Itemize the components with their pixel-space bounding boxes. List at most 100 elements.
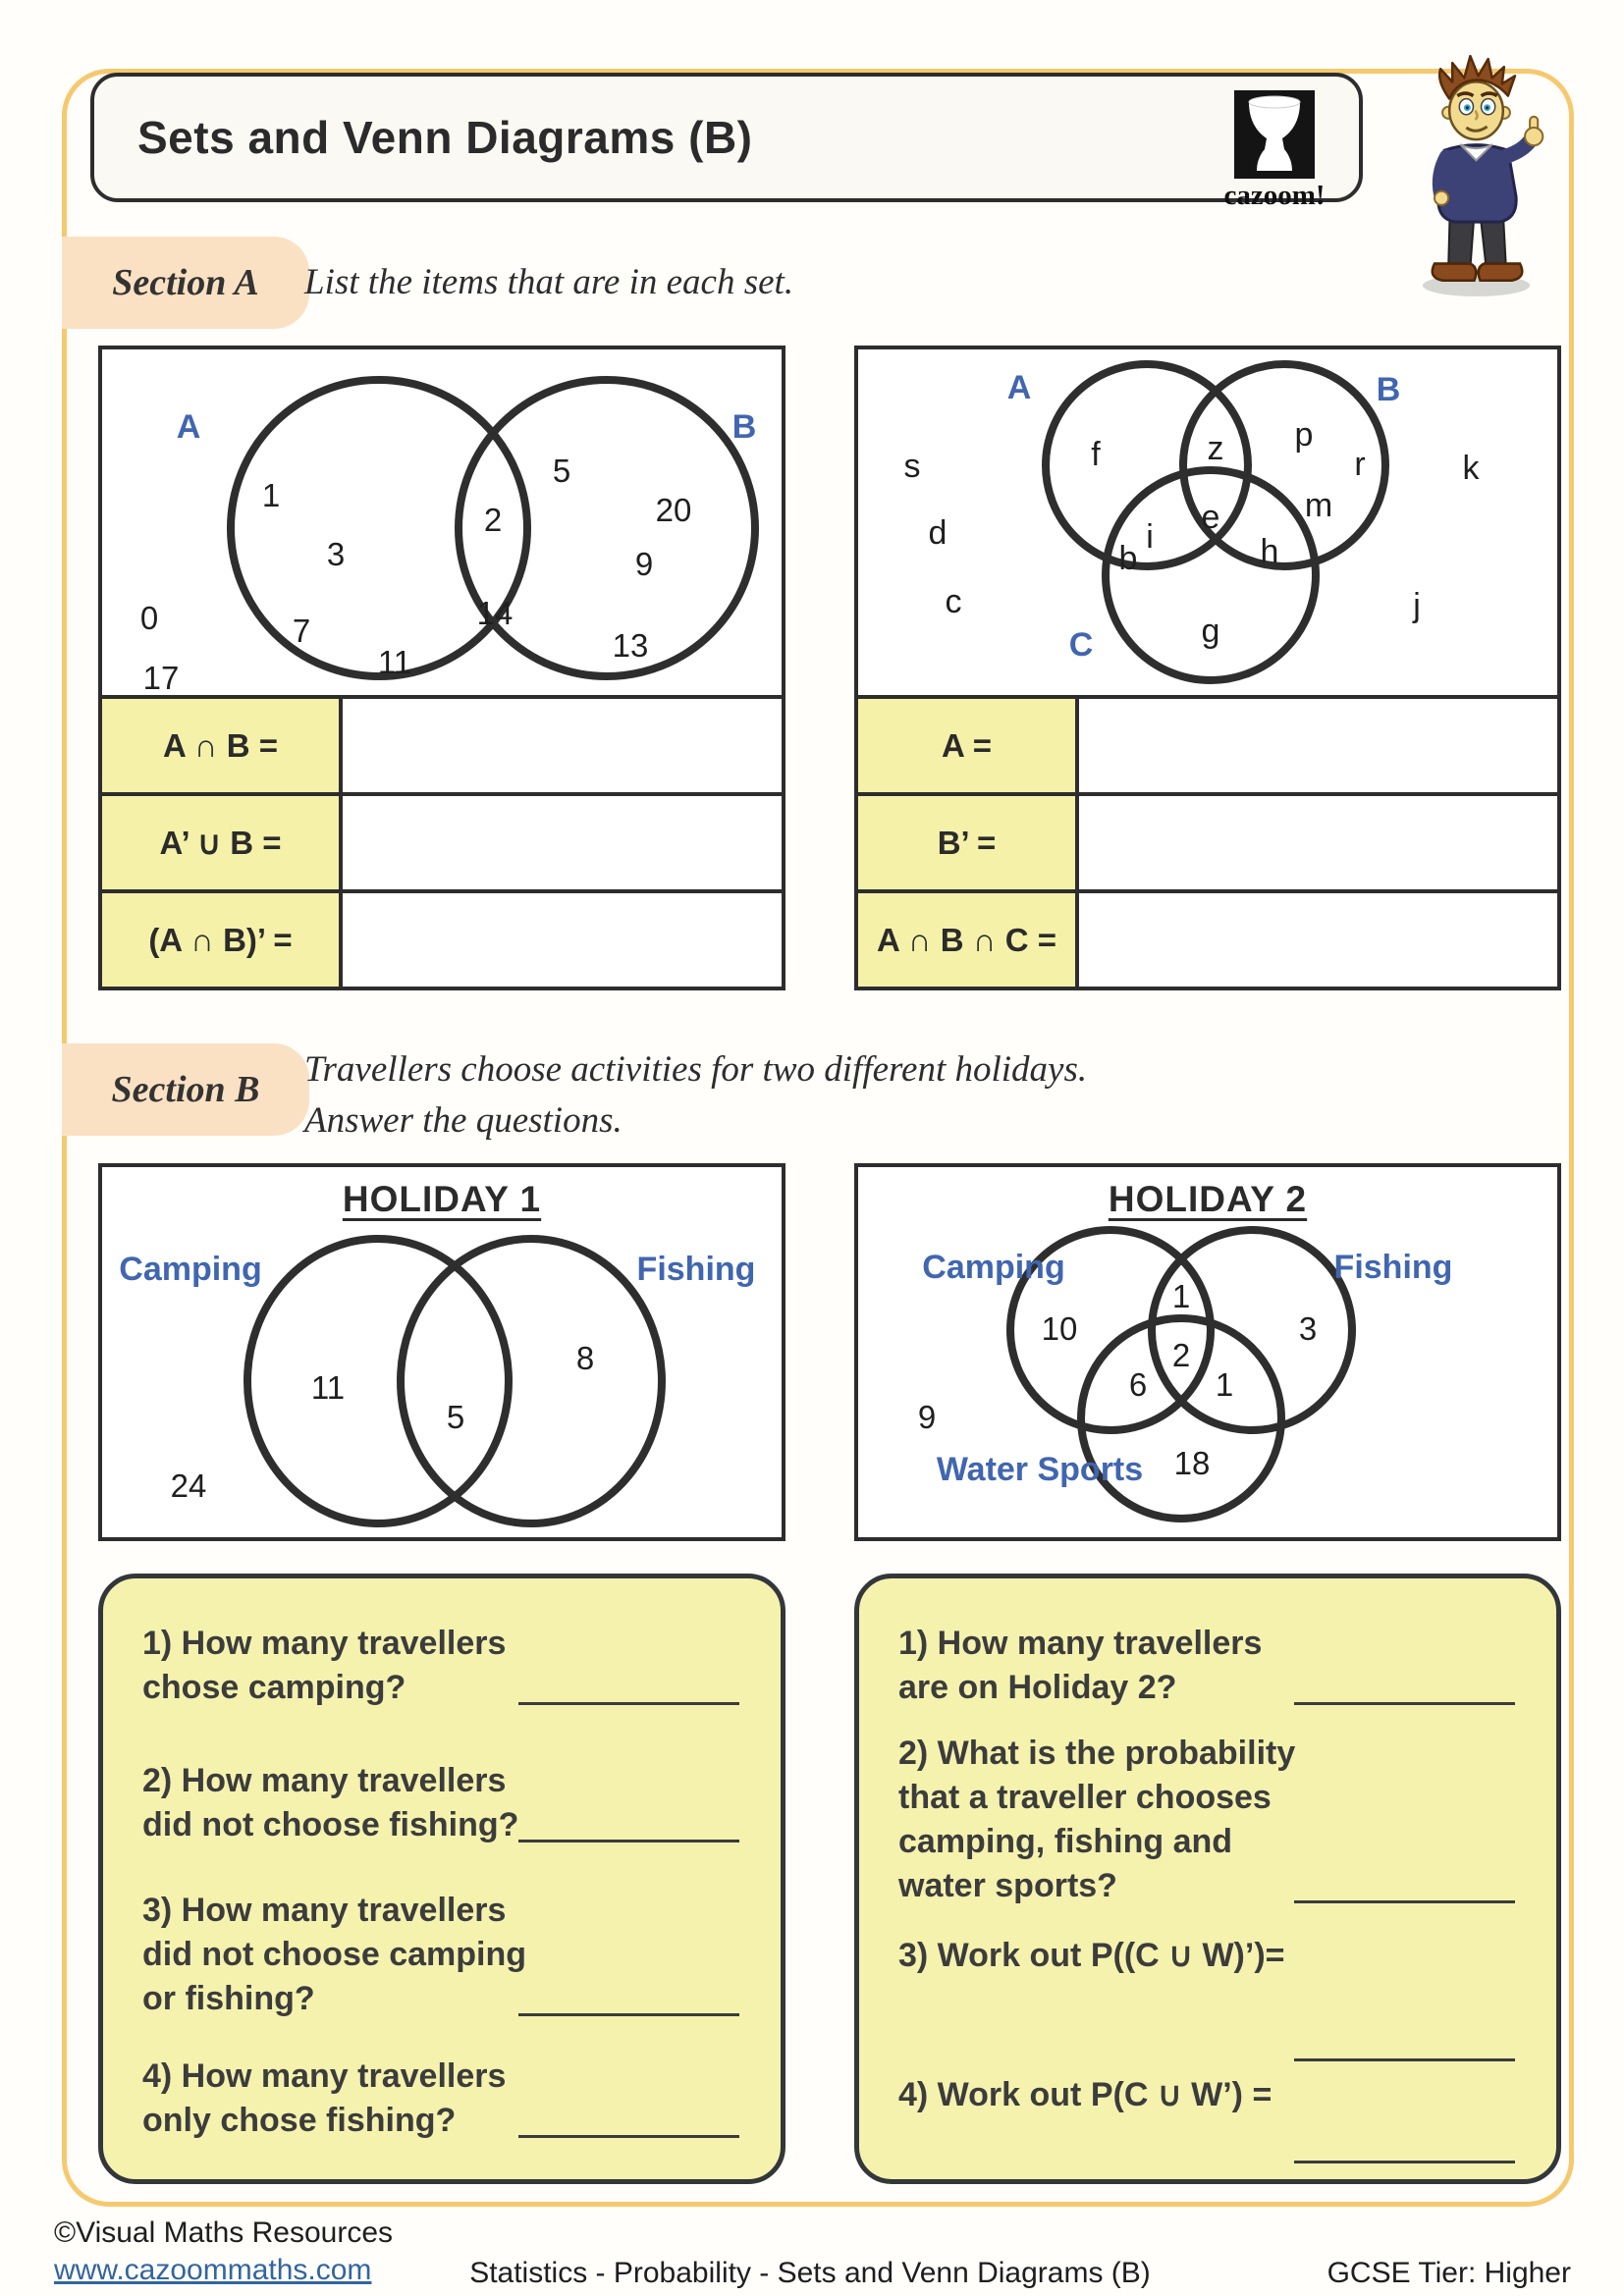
fishing-label: Fishing [637,1251,756,1288]
venn-item: 0 [140,600,158,636]
venn-item: e [1202,499,1220,536]
venn-item: 10 [1042,1310,1078,1347]
venn-item: c [946,583,962,620]
question-text: 2) How many travellers [142,1762,507,1799]
answer-label: A = [858,699,1079,792]
holiday2-venn: Camping Fishing Water Sports 10 1 3 2 6 … [918,1226,1453,1522]
camping-label: Camping [922,1249,1064,1286]
questions-holiday1: 1) How many travellers chose camping? 2)… [98,1574,785,2184]
footer-copyright: ©Visual Maths Resources [54,2216,394,2249]
set-b-label: B [1377,371,1401,408]
brand-logo: cazoom! [1216,90,1333,212]
venn-item: k [1463,450,1481,487]
circle-fishing [1148,1226,1356,1434]
answer-line[interactable] [518,2135,739,2138]
venn-item: 3 [1299,1310,1317,1347]
answer-cell[interactable] [343,699,782,792]
answer-line[interactable] [1294,1702,1515,1705]
question-text: camping, fishing and [898,1823,1233,1860]
question-3: 3) How many travellers did not choose ca… [142,1889,741,2021]
circle-set-a [227,376,531,680]
venn-item: p [1295,416,1314,454]
question-text: 4) Work out P(C ∪ W’) = [898,2076,1272,2113]
answer-line[interactable] [1294,2058,1515,2061]
venn-item: 17 [143,660,180,695]
venn-item: 20 [656,492,692,528]
venn-item: g [1202,613,1220,650]
cazoom-drum-icon [1234,90,1315,179]
question-text: 2) What is the probability [898,1735,1296,1772]
question-text: 1) How many travellers [142,1625,507,1662]
section-b-label: Section B [62,1043,309,1136]
holiday2-box: HOLIDAY 2 Camping Fishing Water Sports 1… [854,1163,1561,1541]
question-text: did not choose camping [142,1936,527,1973]
answer-cell[interactable] [1079,796,1557,889]
venn-item: d [929,514,947,552]
venn-item: h [1261,533,1279,570]
answer-line[interactable] [518,1840,739,1842]
set-a-label: A [1007,369,1032,406]
venn-item: j [1412,587,1421,624]
answer-row: A ∩ B ∩ C = [858,889,1557,987]
answer-line[interactable] [518,1702,739,1705]
question-1: 1) How many travellers are on Holiday 2? [898,1622,1517,1710]
venn-diagram-two-sets: A B 1 3 7 11 2 14 5 20 9 13 0 17 [102,349,782,695]
title-bar: Sets and Venn Diagrams (B) cazoom! [90,73,1363,211]
question-text: 3) Work out P((C ∪ W)’)= [898,1937,1285,1974]
venn-item: 3 [327,536,345,572]
venn-item: 11 [378,644,411,680]
venn-item: 2 [1172,1337,1190,1373]
answer-line[interactable] [518,2013,739,2016]
venn-item: f [1091,436,1101,473]
venn-item: 2 [484,502,502,538]
answer-label: (A ∩ B)’ = [102,893,343,987]
venn-item: 14 [477,595,514,631]
holiday1-venn: Camping Fishing 11 5 8 24 [119,1235,756,1527]
venn-item: 11 [311,1369,345,1406]
question-3: 3) Work out P((C ∪ W)’)= [898,1934,1517,2061]
answer-row: A’ ∪ B = [102,792,782,889]
holiday1-title: HOLIDAY 1 [342,1179,542,1219]
section-b-instruction: Travellers choose activities for two dif… [304,1044,1087,1147]
venn-item: 9 [918,1399,936,1435]
venn-item: 1 [1216,1366,1233,1403]
answer-row: A ∩ B = [102,695,782,792]
section-a-label: Section A [62,237,309,329]
circle-camping [1006,1226,1215,1434]
answer-cell[interactable] [1079,893,1557,987]
footer-tier: GCSE Tier: Higher [1326,2257,1571,2289]
question-text: 3) How many travellers [142,1892,507,1929]
answer-cell[interactable] [343,893,782,987]
venn-item: 9 [635,546,653,582]
fishing-label: Fishing [1334,1249,1453,1286]
venn-item: 5 [553,453,570,489]
instruction-line: Answer the questions. [304,1100,623,1141]
set-c-label: C [1069,626,1094,664]
footer-link[interactable]: www.cazoommaths.com [54,2254,372,2286]
answer-cell[interactable] [1079,699,1557,792]
circle-water-sports [1077,1314,1285,1522]
question-text: did not choose fishing? [142,1806,519,1843]
venn-item: r [1354,446,1365,483]
venn-item: 7 [293,613,310,649]
question-text: chose camping? [142,1669,406,1706]
venn-item: 6 [1129,1366,1147,1403]
venn-item: 18 [1174,1445,1211,1481]
venn-item: s [904,448,921,485]
water-sports-label: Water Sports [937,1451,1143,1488]
circle-fishing [397,1235,666,1527]
answer-cell[interactable] [343,796,782,889]
answer-line[interactable] [1294,1900,1515,1903]
set-a-label: A [177,408,201,446]
venn-item: b [1119,540,1138,577]
venn-item: 1 [262,477,280,513]
answer-line[interactable] [1294,2161,1515,2163]
mascot-character [1422,54,1544,296]
page-border [62,69,1574,2207]
instruction-line: Travellers choose activities for two dif… [304,1049,1088,1090]
circle-set-b [455,376,759,680]
question-1: 1) How many travellers chose camping? [142,1622,741,1710]
answer-label: A’ ∪ B = [102,796,343,889]
question-text: or fishing? [142,1980,315,2017]
